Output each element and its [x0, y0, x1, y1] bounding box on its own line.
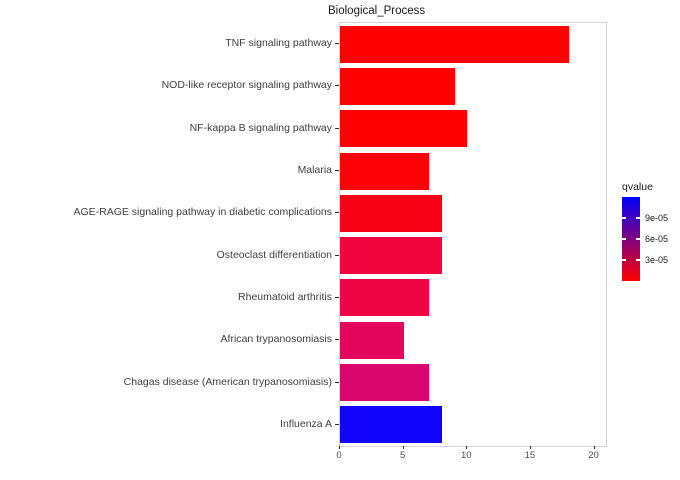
bar — [340, 194, 442, 232]
x-axis-tick — [339, 446, 340, 449]
plot-panel — [339, 22, 607, 447]
y-axis-label: NF-kappa B signaling pathway — [189, 121, 332, 134]
bar — [340, 321, 404, 359]
legend-tick-label: 9e-05 — [645, 213, 669, 223]
x-axis-tick-label: 0 — [336, 450, 342, 461]
bar — [340, 67, 455, 105]
y-axis-tick — [335, 85, 339, 87]
x-axis-tick — [529, 446, 531, 449]
bar — [340, 110, 468, 148]
y-axis-tick — [335, 170, 339, 172]
bar — [340, 406, 442, 444]
legend-colorbar-tick — [622, 259, 626, 261]
y-axis-label: Influenza A — [280, 417, 332, 430]
legend-colorbar-tick — [636, 259, 640, 261]
y-axis-tick — [335, 423, 339, 425]
legend-colorbar-tick — [622, 238, 626, 240]
chart-title: Biological_Process — [328, 5, 426, 17]
legend-colorbar-tick — [622, 217, 626, 219]
y-axis-label: Rheumatoid arthritis — [238, 290, 332, 303]
y-axis-label: NOD-like receptor signaling pathway — [161, 79, 332, 92]
legend-tick-label: 3e-05 — [645, 255, 669, 265]
y-axis-label: African trypanosomiasis — [220, 333, 332, 346]
x-axis-tick — [466, 446, 468, 449]
bar — [340, 279, 430, 317]
y-axis-tick — [335, 212, 339, 214]
y-axis-tick — [335, 254, 339, 256]
legend-colorbar-tick — [636, 217, 640, 219]
y-axis-tick — [335, 339, 339, 341]
legend-colorbar — [622, 197, 640, 281]
legend-tick-label: 6e-05 — [645, 234, 669, 244]
legend-colorbar-tick — [636, 238, 640, 240]
x-axis-tick — [593, 446, 595, 449]
y-axis-label: Malaria — [297, 164, 332, 177]
bar — [340, 364, 430, 402]
y-axis-tick — [335, 381, 339, 383]
x-axis-tick — [402, 446, 404, 449]
x-axis-tick-label: 20 — [588, 450, 599, 461]
y-axis-tick — [335, 296, 339, 298]
bar — [340, 152, 430, 190]
x-axis-tick-label: 10 — [461, 450, 472, 461]
y-axis-label: Osteoclast differentiation — [216, 248, 332, 261]
bar — [340, 25, 570, 63]
y-axis-label: TNF signaling pathway — [225, 37, 332, 50]
y-axis-label: Chagas disease (American trypanosomiasis… — [123, 375, 332, 388]
x-axis-tick-label: 15 — [524, 450, 536, 461]
x-axis-tick-label: 5 — [399, 450, 406, 461]
legend-title: qvalue — [622, 181, 653, 193]
y-axis-tick — [335, 43, 339, 45]
bar — [340, 237, 442, 275]
y-axis-label: AGE-RAGE signaling pathway in diabetic c… — [73, 206, 332, 219]
y-axis-tick — [335, 127, 339, 129]
